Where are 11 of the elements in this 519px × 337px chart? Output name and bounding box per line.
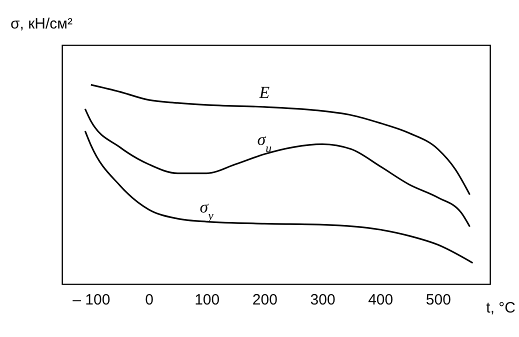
x-tick-label: – 100 <box>72 292 110 308</box>
x-axis-title: t, °C <box>486 300 516 316</box>
x-tick-label: 100 <box>194 292 220 308</box>
x-tick-label: 400 <box>368 292 394 308</box>
x-tick-label: 0 <box>145 292 154 308</box>
x-tick-label: 500 <box>426 292 451 308</box>
series-label: σ$_{u}$ <box>257 130 272 156</box>
x-tick-label: 300 <box>310 292 336 308</box>
x-tick-label: 200 <box>252 292 278 308</box>
y-axis-title: σ, кН/см² <box>10 16 72 32</box>
series-label: E <box>258 82 270 102</box>
